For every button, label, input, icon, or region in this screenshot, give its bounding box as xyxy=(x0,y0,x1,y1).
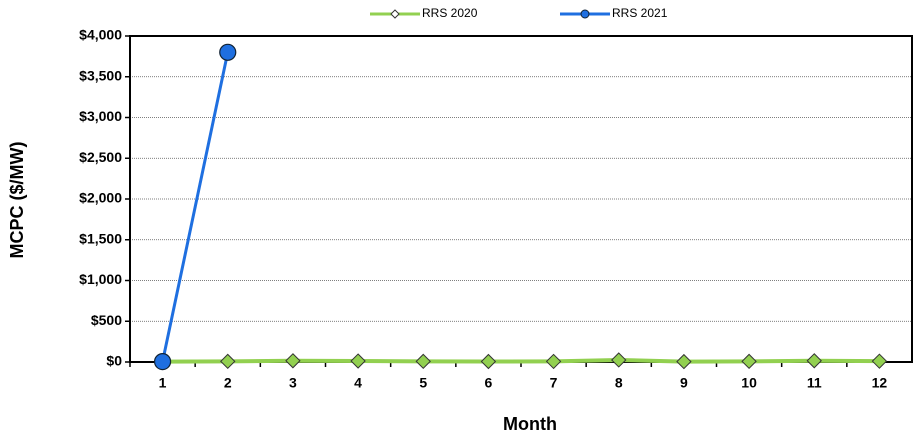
marker xyxy=(350,353,366,369)
legend-marker xyxy=(390,9,400,19)
series-line xyxy=(161,51,230,362)
y-tick-label: $3,500 xyxy=(79,67,122,83)
x-tick-label: 12 xyxy=(872,375,888,391)
x-tick-label: 4 xyxy=(354,375,362,391)
x-tick-label: 2 xyxy=(224,375,232,391)
marker xyxy=(741,353,757,370)
series-line xyxy=(162,357,880,364)
y-axis-title: MCPC ($/MW) xyxy=(7,142,27,259)
x-tick-label: 7 xyxy=(550,375,558,391)
y-tick-label: $2,000 xyxy=(79,190,122,206)
x-tick-label: 11 xyxy=(807,375,822,391)
legend-label: RRS 2020 xyxy=(422,6,478,20)
x-tick-label: 9 xyxy=(680,375,688,391)
legend-label: RRS 2021 xyxy=(612,6,668,20)
marker xyxy=(545,353,562,370)
marker xyxy=(806,353,822,369)
marker xyxy=(153,352,172,371)
marker xyxy=(285,353,301,369)
marker xyxy=(220,353,236,370)
marker xyxy=(219,43,237,61)
x-tick-label: 5 xyxy=(419,375,427,391)
y-tick-label: $500 xyxy=(91,312,122,328)
y-tick-label: $0 xyxy=(106,353,122,369)
marker xyxy=(676,353,692,370)
marker xyxy=(415,353,431,370)
y-tick-label: $3,000 xyxy=(79,108,122,124)
x-axis-title: Month xyxy=(503,414,557,434)
marker xyxy=(871,353,888,369)
marker xyxy=(480,353,497,370)
y-tick-label: $4,000 xyxy=(79,27,122,43)
y-tick-label: $2,500 xyxy=(79,149,122,165)
y-tick-label: $1,000 xyxy=(79,271,122,287)
marker xyxy=(611,352,627,368)
y-tick-label: $1,500 xyxy=(79,230,122,246)
legend-marker xyxy=(580,9,590,19)
x-tick-label: 10 xyxy=(741,375,757,391)
x-tick-label: 6 xyxy=(485,375,493,391)
x-tick-label: 3 xyxy=(289,375,297,391)
x-tick-label: 8 xyxy=(615,375,623,391)
x-tick-label: 1 xyxy=(159,375,167,391)
